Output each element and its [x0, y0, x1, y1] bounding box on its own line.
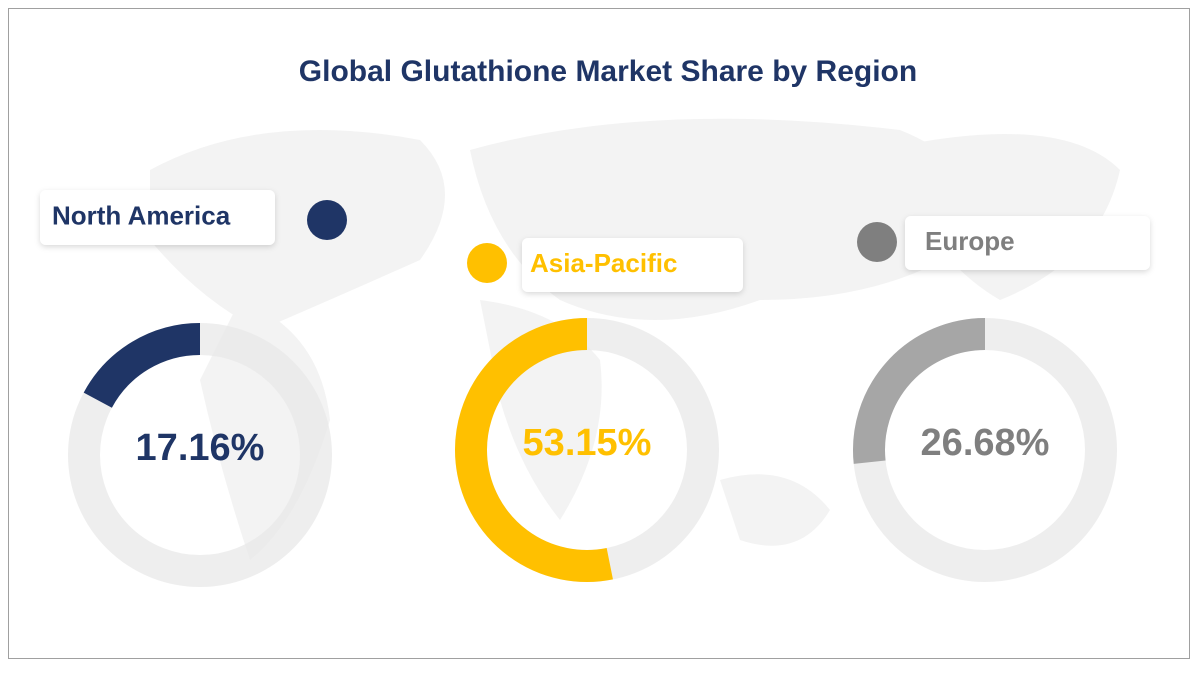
donut-segment — [455, 318, 613, 582]
label-box — [905, 216, 1150, 270]
value-label: 26.68% — [921, 422, 1050, 464]
value-label: 17.16% — [136, 427, 265, 469]
region-label: Asia-Pacific — [530, 248, 677, 278]
title: Global Glutathione Market Share by Regio… — [299, 55, 917, 88]
label-box — [522, 238, 743, 292]
legend-dot — [857, 222, 897, 262]
region-label: Europe — [925, 226, 1015, 256]
donut-charts: 17.16% North America 53.15% Asia-Pacific 26.… — [40, 190, 1150, 587]
label-box — [40, 190, 275, 245]
donut-segment — [853, 318, 986, 464]
legend-dot — [307, 200, 347, 240]
region-label: North America — [52, 200, 231, 230]
donut-segment — [83, 323, 201, 409]
value-label: 53.15% — [523, 422, 652, 464]
legend-dot — [467, 243, 507, 283]
